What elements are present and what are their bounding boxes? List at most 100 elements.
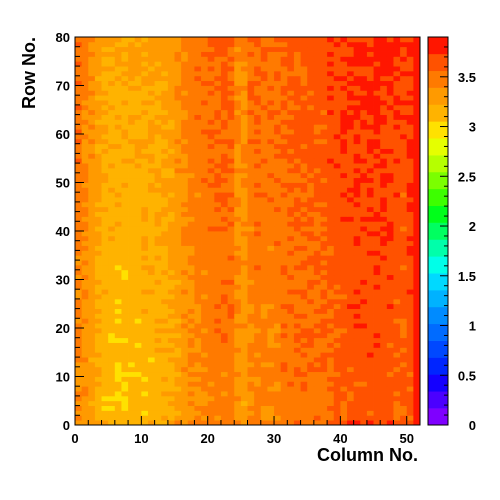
heatmap-cell — [347, 269, 355, 276]
heatmap-cell — [194, 284, 202, 290]
heatmap-cell — [240, 95, 248, 101]
heatmap-cell — [313, 371, 321, 377]
heatmap-cell — [280, 366, 288, 373]
heatmap-cell — [380, 279, 388, 285]
heatmap-cell — [307, 410, 315, 416]
heatmap-cell — [214, 109, 222, 115]
heatmap-cell — [81, 231, 89, 237]
heatmap-cell — [254, 134, 262, 140]
heatmap-cell — [167, 158, 175, 164]
heatmap-cell — [353, 361, 361, 368]
heatmap-cell — [207, 323, 215, 329]
heatmap-cell — [406, 318, 414, 324]
heatmap-cell — [287, 61, 295, 67]
heatmap-cell — [154, 235, 162, 242]
heatmap-cell — [121, 231, 129, 237]
heatmap-cell — [413, 100, 421, 106]
heatmap-cell — [214, 269, 222, 276]
heatmap-cell — [320, 415, 328, 421]
heatmap-cell — [214, 201, 222, 208]
heatmap-cell — [81, 298, 89, 305]
heatmap-cell — [88, 70, 96, 77]
heatmap-cell — [121, 56, 129, 62]
heatmap-cell — [128, 352, 136, 358]
heatmap-cell — [234, 289, 242, 295]
heatmap-cell — [307, 245, 315, 251]
heatmap-cell — [240, 328, 248, 334]
heatmap-cell — [406, 284, 414, 290]
heatmap-cell — [353, 410, 361, 416]
heatmap-cell — [380, 323, 388, 329]
heatmap-cell — [247, 255, 255, 261]
heatmap-cell — [333, 158, 341, 164]
heatmap-cell — [353, 381, 361, 387]
heatmap-cell — [101, 250, 109, 256]
heatmap-cell — [373, 294, 381, 300]
heatmap-cell — [413, 206, 421, 212]
heatmap-cell — [380, 182, 388, 188]
heatmap-cell — [406, 100, 414, 106]
heatmap-cell — [320, 104, 328, 111]
heatmap-cell — [307, 37, 315, 43]
heatmap-cell — [406, 158, 414, 164]
heatmap-cell — [194, 114, 202, 120]
heatmap-cell — [101, 129, 109, 135]
heatmap-cell — [307, 274, 315, 280]
heatmap-cell — [247, 313, 255, 319]
heatmap-cell — [293, 109, 301, 115]
heatmap-cell — [353, 80, 361, 86]
heatmap-cell — [293, 85, 301, 91]
heatmap-cell — [413, 303, 421, 309]
heatmap-cell — [386, 250, 394, 256]
heatmap-cell — [134, 400, 142, 406]
heatmap-cell — [413, 46, 421, 52]
heatmap-cell — [147, 177, 156, 183]
heatmap-cell — [353, 192, 361, 198]
heatmap-cell — [293, 46, 301, 52]
heatmap-cell — [134, 51, 142, 57]
heatmap-cell — [260, 95, 268, 101]
heatmap-cell — [353, 70, 361, 77]
heatmap-cell — [161, 294, 169, 300]
heatmap-cell — [240, 308, 248, 314]
heatmap-cell — [207, 255, 215, 261]
heatmap-cell — [201, 332, 209, 339]
heatmap-cell — [88, 391, 96, 397]
heatmap-cell — [167, 221, 175, 227]
heatmap-cell — [353, 51, 361, 57]
heatmap-cell — [167, 245, 175, 251]
heatmap-cell — [327, 163, 335, 169]
heatmap-cell — [313, 386, 321, 392]
heatmap-cell — [340, 352, 348, 358]
heatmap-cell — [260, 303, 268, 309]
heatmap-cell — [347, 420, 355, 426]
heatmap-cell — [333, 90, 341, 96]
heatmap-cell — [287, 328, 295, 334]
heatmap-cell — [220, 347, 228, 353]
heatmap-cell — [260, 148, 268, 154]
x-axis: 0 10 20 30 40 50 — [71, 416, 421, 446]
heatmap-cell — [88, 250, 96, 256]
heatmap-cell — [307, 75, 315, 82]
heatmap-cell — [386, 269, 394, 276]
color-scale-step — [428, 121, 448, 139]
heatmap-cell — [274, 119, 282, 125]
heatmap-cell — [181, 231, 189, 237]
heatmap-cell — [147, 289, 156, 295]
heatmap-cell — [194, 269, 202, 276]
heatmap-cell — [214, 361, 222, 368]
heatmap-cell — [313, 313, 321, 319]
heatmap-cell — [400, 211, 408, 217]
heatmap-cell — [174, 192, 182, 198]
heatmap-cell — [307, 216, 315, 222]
heatmap-cell — [101, 221, 109, 227]
heatmap-cell — [333, 70, 341, 77]
heatmap-cell — [128, 235, 136, 242]
heatmap-cell — [187, 41, 195, 48]
heatmap-cell — [393, 395, 401, 402]
heatmap-cell — [194, 250, 202, 256]
heatmap-cell — [353, 347, 361, 353]
heatmap-cell — [400, 415, 408, 421]
heatmap-cell — [320, 231, 328, 237]
heatmap-cell — [161, 245, 169, 251]
